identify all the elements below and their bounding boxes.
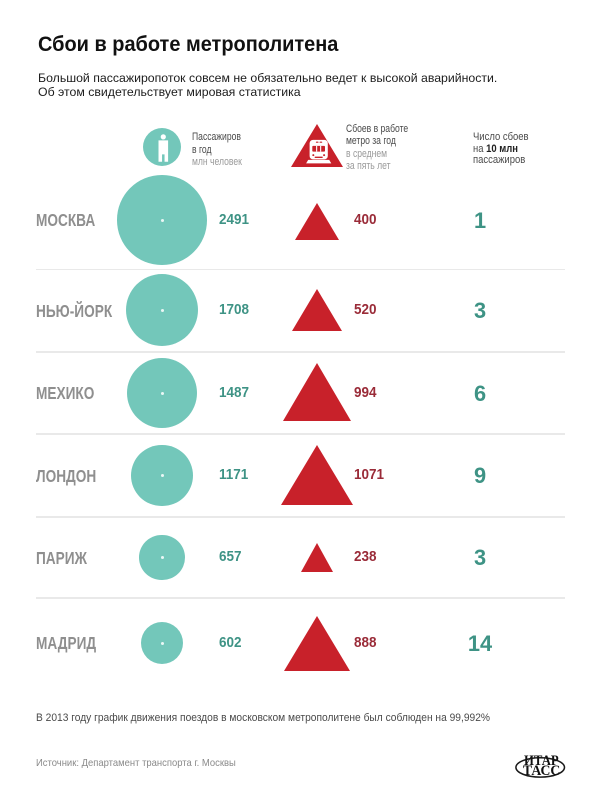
svg-text:ИТАР: ИТАР: [524, 753, 559, 769]
svg-text:ТАСС: ТАСС: [523, 763, 560, 779]
